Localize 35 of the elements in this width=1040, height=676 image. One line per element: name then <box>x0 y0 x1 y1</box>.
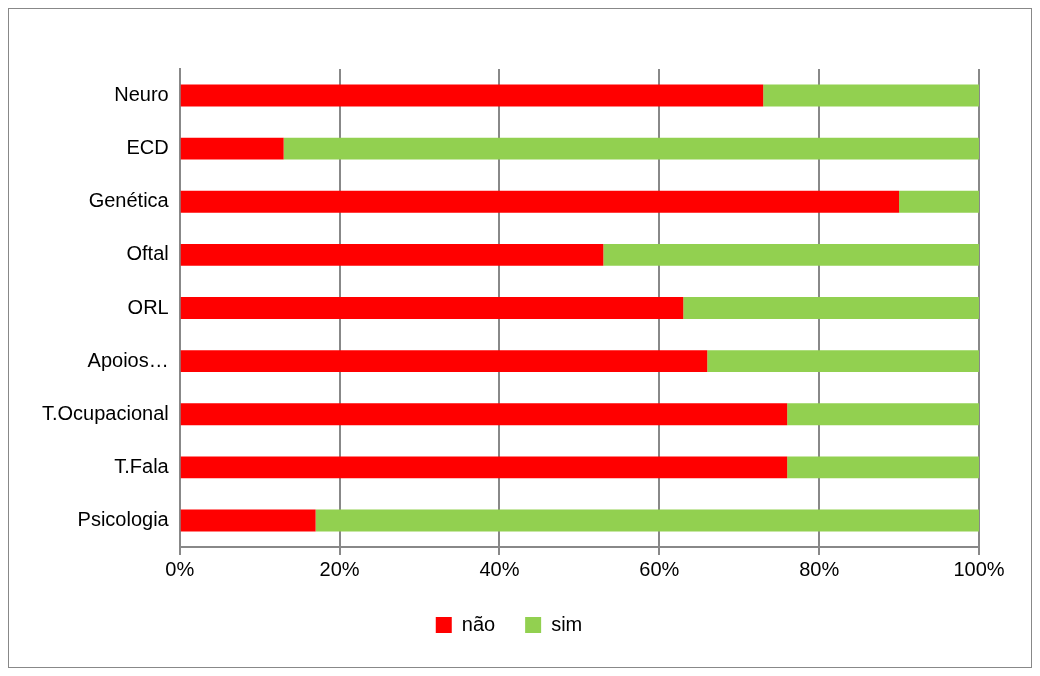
bar <box>603 243 979 266</box>
bar <box>180 297 684 319</box>
bar <box>180 456 788 479</box>
legend-label: não <box>461 612 496 635</box>
bar <box>683 297 979 319</box>
y-tick-label: Apoios… <box>87 348 169 371</box>
x-tick-label: 60% <box>639 557 680 580</box>
x-tick-label: 80% <box>799 557 840 580</box>
bar <box>283 137 979 160</box>
x-tick-label: 20% <box>319 557 360 580</box>
bar <box>180 243 604 266</box>
bar <box>180 84 764 107</box>
x-tick-label: 0% <box>165 557 195 580</box>
y-tick-label: Psicologia <box>77 507 170 530</box>
bar <box>787 403 979 426</box>
bar <box>899 190 979 213</box>
y-tick-label: T.Ocupacional <box>41 401 169 424</box>
bar <box>787 456 979 479</box>
y-tick-label: T.Fala <box>114 454 170 477</box>
y-tick-label: Neuro <box>114 83 169 106</box>
x-tick-label: 40% <box>479 557 520 580</box>
y-tick-label: Genética <box>88 189 170 212</box>
bar <box>315 509 979 532</box>
bar <box>707 350 979 373</box>
x-tick-label: 100% <box>953 557 1005 580</box>
bar <box>180 403 788 426</box>
bar <box>180 509 316 532</box>
y-tick-label: ORL <box>127 295 169 318</box>
bar <box>180 190 900 213</box>
bar <box>763 84 979 107</box>
bar <box>180 137 284 160</box>
legend-label: sim <box>551 612 583 635</box>
y-tick-label: ECD <box>126 136 169 159</box>
y-tick-label: Oftal <box>126 242 169 265</box>
bar <box>180 350 708 373</box>
